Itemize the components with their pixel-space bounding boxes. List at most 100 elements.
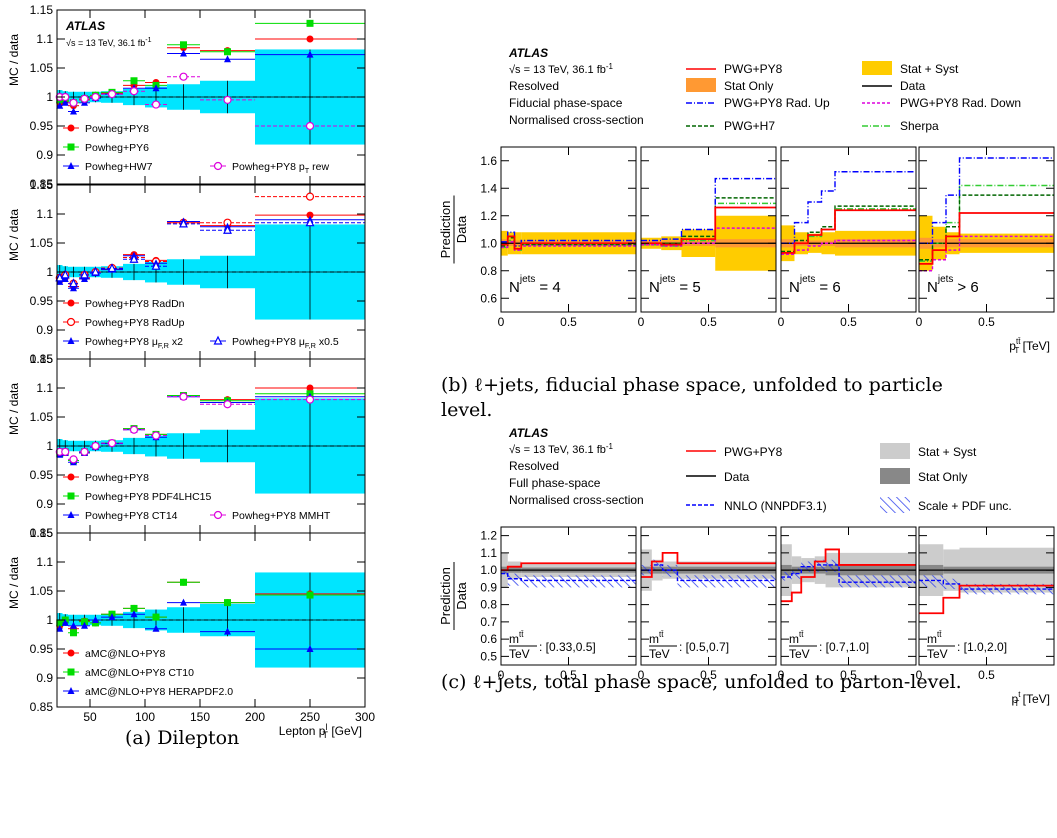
y-tick-label: 0.95 <box>30 642 54 656</box>
y-tick-label: 1 <box>46 439 53 453</box>
x-tick-label: 0.5 <box>560 315 577 329</box>
marker-open-circle <box>305 121 315 131</box>
x-axis-label: ptt̄ T [TeV] <box>1009 337 1050 355</box>
marker-square <box>180 41 187 49</box>
marker-triangle <box>70 284 77 292</box>
y-tick-label: 0.6 <box>480 632 497 646</box>
marker-square <box>56 619 64 627</box>
marker-circle <box>67 649 75 657</box>
marker-triangle <box>180 598 187 606</box>
scale-pdf-hatch <box>677 575 776 588</box>
x-tick-label: 150 <box>190 710 210 724</box>
y-tick-label: 1.2 <box>480 209 497 223</box>
y-tick-label: 0.9 <box>36 148 53 162</box>
scale-pdf-hatch <box>781 571 792 581</box>
info-label: Resolved <box>509 79 559 93</box>
legend-label: Powheg+PY8 pT rew <box>232 161 329 175</box>
fiducial-panel: ATLAS √s = 13 TeV, 36.1 fb-1 Resolved Fiduc… <box>438 46 1055 355</box>
legend-swatch <box>686 78 716 92</box>
legend-label: Powheg+PY6 <box>85 142 149 154</box>
pwg-py8-line <box>781 209 916 254</box>
legend-label: PWG+PY8 <box>724 445 783 459</box>
marker-triangle <box>61 618 69 626</box>
legend-label: Powheg+PY8 μF,R x0.5 <box>232 336 339 350</box>
x-tick-label: 0 <box>916 668 923 682</box>
marker-triangle <box>152 84 160 92</box>
mass-range-value: : [1.0,2.0] <box>957 640 1007 654</box>
marker-circle <box>306 211 314 219</box>
y-tick-label: 1 <box>46 265 53 279</box>
marker-open-circle <box>129 425 139 434</box>
marker-open-triangle <box>107 263 117 273</box>
legend-label: PWG+PY8 Rad. Up <box>724 96 830 110</box>
y-tick-label: 1.15 <box>30 3 54 17</box>
marker-open-triangle <box>305 217 315 227</box>
legend-swatch <box>862 61 892 75</box>
x-tick-label: 0.5 <box>700 668 717 682</box>
marker-square <box>306 19 314 27</box>
marker-open-circle <box>69 98 78 107</box>
njets-label: Njets = 4 <box>509 274 561 296</box>
marker-triangle <box>130 610 138 618</box>
mass-fraction-num: mtt̄ <box>509 630 524 646</box>
marker-triangle <box>70 621 77 629</box>
marker-square <box>67 668 75 676</box>
pwg-py8-line <box>641 551 776 578</box>
dilepton-subpanel-3: 0.85 0.9 0.95 1 1.05 1.1 1.15 MC / data Powheg+P… <box>7 352 366 540</box>
legend-label: Data <box>724 470 750 484</box>
marker-triangle <box>67 162 75 169</box>
y-tick-label: 0.95 <box>30 119 54 133</box>
subpanel-4: 0 0.5 mtt̄TeV: [1.0,2.0] <box>916 526 1055 682</box>
marker-triangle <box>81 621 88 629</box>
marker-open-circle <box>223 400 232 409</box>
y-tick-label: 1.2 <box>480 529 497 543</box>
legend-label: aMC@NLO+PY8 CT10 <box>85 667 194 679</box>
y-label-denominator: Data <box>454 582 469 610</box>
scale-pdf-hatch <box>662 564 678 578</box>
marker-open-circle <box>69 455 78 464</box>
marker-open-circle <box>80 94 89 103</box>
x-tick-label: 100 <box>135 710 155 724</box>
legend-label: Powheg+PY8 MMHT <box>232 510 331 522</box>
y-tick-label: 1.1 <box>480 546 497 560</box>
marker-triangle <box>56 624 64 632</box>
marker-open-triangle <box>179 218 188 228</box>
scale-pdf-hatch <box>943 578 960 590</box>
y-axis-label: MC / data <box>7 34 21 86</box>
y-tick-label: 1.05 <box>30 584 54 598</box>
njets-value: = 5 <box>679 279 700 296</box>
marker-circle <box>67 124 75 132</box>
parton-panel: ATLAS √s = 13 TeV, 36.1 fb-1 Resolved Full … <box>438 426 1055 708</box>
mass-range-value: : [0.5,0.7] <box>679 640 729 654</box>
marker-open-triangle <box>213 335 223 345</box>
caption-b-line2: level. <box>441 399 492 421</box>
mass-fraction-den: TeV <box>789 647 810 661</box>
njets-value: = 4 <box>539 279 560 296</box>
y-tick-label: 0.9 <box>480 580 497 594</box>
plot-frame <box>500 146 637 313</box>
legend-label: aMC@NLO+PY8 HERAPDF2.0 <box>85 686 233 698</box>
marker-circle <box>67 299 75 307</box>
x-tick-label: 0.5 <box>978 668 995 682</box>
y-tick-label: 1.4 <box>480 181 497 195</box>
energy-label: √s = 13 TeV, 36.1 fb-1 <box>509 442 614 456</box>
marker-open-circle <box>91 92 100 102</box>
marker-square <box>180 578 187 586</box>
atlas-label: ATLAS <box>65 19 105 33</box>
y-tick-label: 0.85 <box>30 352 54 366</box>
energy-label: √s = 13 TeV, 36.1 fb-1 <box>509 62 614 76</box>
legend-label: Powheg+PY8 PDF4LHC15 <box>85 491 212 503</box>
marker-open-triangle <box>91 266 100 276</box>
njets-value: = 6 <box>819 279 840 296</box>
rad-up-line <box>781 171 916 244</box>
marker-circle <box>306 35 314 43</box>
njets-label: Njets > 6 <box>927 274 979 296</box>
mass-range-value: : [0.33,0.5] <box>539 640 596 654</box>
legend-label: Powheg+PY8 <box>85 472 149 484</box>
y-tick-label: 1.1 <box>36 32 53 46</box>
nnlo-line <box>919 579 1054 590</box>
marker-circle <box>306 384 314 392</box>
mass-fraction-den: TeV <box>927 647 948 661</box>
marker-open-circle <box>80 447 89 456</box>
y-label-numerator: Prediction <box>438 567 453 625</box>
